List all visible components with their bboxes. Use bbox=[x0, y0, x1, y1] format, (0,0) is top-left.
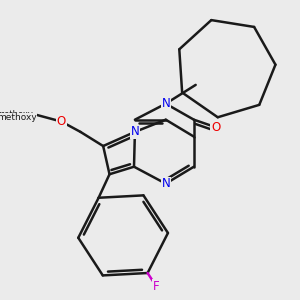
Text: methoxy: methoxy bbox=[0, 113, 37, 122]
Text: N: N bbox=[130, 125, 139, 138]
Text: N: N bbox=[161, 97, 170, 110]
Text: methoxy: methoxy bbox=[0, 110, 33, 119]
Text: F: F bbox=[153, 280, 160, 293]
Text: O: O bbox=[211, 121, 220, 134]
Text: N: N bbox=[161, 177, 170, 190]
Text: O: O bbox=[57, 115, 66, 128]
